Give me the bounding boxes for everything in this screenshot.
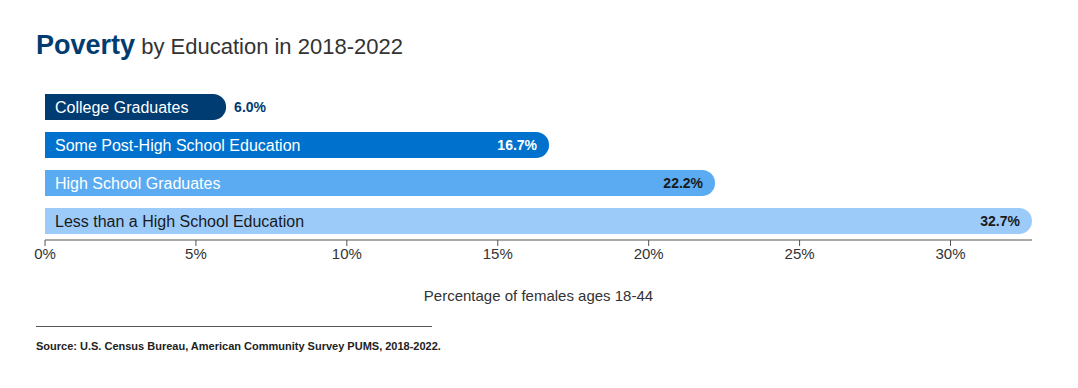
svg-text:Less than a High School Educat: Less than a High School Education [55, 213, 304, 230]
svg-text:10%: 10% [332, 245, 362, 262]
svg-text:25%: 25% [785, 245, 815, 262]
svg-text:22.2%: 22.2% [663, 175, 703, 191]
svg-text:Some Post-High School Educatio: Some Post-High School Education [55, 137, 300, 154]
svg-text:20%: 20% [634, 245, 664, 262]
svg-text:32.7%: 32.7% [980, 213, 1020, 229]
svg-text:6.0%: 6.0% [234, 99, 266, 115]
svg-text:16.7%: 16.7% [497, 137, 537, 153]
html-text:Percentage of females ages 18-: Percentage of females ages 18-44 [423, 287, 654, 304]
html-text:Povertyby Education in 2018-20: Povertyby Education in 2018-2022 [36, 30, 403, 60]
svg-text:0%: 0% [34, 245, 56, 262]
svg-text:30%: 30% [935, 245, 965, 262]
svg-text:High School Graduates: High School Graduates [55, 175, 220, 192]
svg-text:5%: 5% [185, 245, 207, 262]
svg-text:15%: 15% [483, 245, 513, 262]
svg-text:College Graduates: College Graduates [55, 99, 188, 116]
html-text:Source: U.S. Census Bureau, Am: Source: U.S. Census Bureau, American Com… [36, 340, 441, 352]
